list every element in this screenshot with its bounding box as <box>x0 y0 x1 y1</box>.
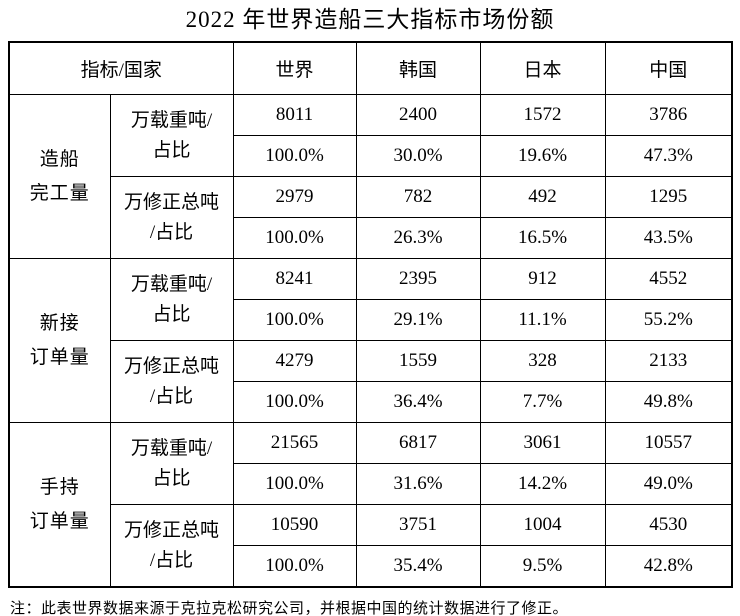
value-cell: 4530 <box>604 504 733 546</box>
sub-label-cgt: 万修正总吨 /占比 <box>109 504 234 588</box>
value-cell: 1572 <box>479 94 606 136</box>
share-cell: 14.2% <box>479 463 606 505</box>
sub-label-dwt: 万载重吨/ 占比 <box>109 258 234 341</box>
page-title: 2022 年世界造船三大指标市场份额 <box>185 7 555 32</box>
share-cell: 16.5% <box>479 217 606 259</box>
sub-label-cgt: 万修正总吨 /占比 <box>109 176 234 259</box>
sub-label-dwt: 万载重吨/ 占比 <box>109 422 234 505</box>
share-cell: 100.0% <box>232 299 357 341</box>
share-cell: 43.5% <box>604 217 733 259</box>
share-cell: 47.3% <box>604 135 733 177</box>
share-cell: 49.8% <box>604 381 733 423</box>
header-indicator-country: 指标/国家 <box>8 41 234 95</box>
table-row: 万修正总吨 /占比 2979 782 492 1295 <box>9 176 733 259</box>
share-cell: 29.1% <box>355 299 481 341</box>
table-row: 100.0% 35.4% 9.5% 42.8% <box>9 545 733 588</box>
value-cell: 2400 <box>355 94 481 136</box>
header-col-korea: 韩国 <box>355 41 481 95</box>
table-row: 万修正总吨 /占比 10590 3751 1004 4530 <box>9 504 733 588</box>
header-col-china: 中国 <box>604 41 733 95</box>
share-cell: 42.8% <box>604 545 733 588</box>
share-cell: 26.3% <box>355 217 481 259</box>
header-col-world: 世界 <box>232 41 357 95</box>
value-cell: 912 <box>479 258 606 300</box>
header-col-japan: 日本 <box>479 41 606 95</box>
share-cell: 31.6% <box>355 463 481 505</box>
value-cell: 2133 <box>604 340 733 382</box>
value-cell: 8241 <box>232 258 357 300</box>
value-cell: 3786 <box>604 94 733 136</box>
table-row: 100.0% 26.3% 16.5% 43.5% <box>9 217 733 259</box>
value-cell: 21565 <box>232 422 357 464</box>
table-row: 100.0% 36.4% 7.7% 49.8% <box>9 381 733 423</box>
value-cell: 1295 <box>604 176 733 218</box>
table-row: 造船 完工量 万载重吨/ 占比 8011 2400 1572 3786 <box>8 94 733 259</box>
share-cell: 19.6% <box>479 135 606 177</box>
share-cell: 9.5% <box>479 545 606 588</box>
value-cell: 2979 <box>232 176 357 218</box>
value-cell: 328 <box>479 340 606 382</box>
share-cell: 11.1% <box>479 299 606 341</box>
share-cell: 100.0% <box>232 135 357 177</box>
value-cell: 2395 <box>355 258 481 300</box>
value-cell: 3751 <box>355 504 481 546</box>
share-cell: 100.0% <box>232 463 357 505</box>
table-row: 100.0% 30.0% 19.6% 47.3% <box>9 135 733 177</box>
group-label-completions: 造船 完工量 <box>8 94 111 259</box>
shipbuilding-indicators-table: 指标/国家 世界 韩国 日本 中国 造船 完工量 万载重吨/ 占比 8011 2… <box>8 41 733 588</box>
value-cell: 10590 <box>232 504 357 546</box>
share-cell: 100.0% <box>232 217 357 259</box>
share-cell: 7.7% <box>479 381 606 423</box>
table-row: 手持 订单量 万载重吨/ 占比 21565 6817 3061 10557 <box>8 422 733 588</box>
value-cell: 4279 <box>232 340 357 382</box>
table-row: 新接 订单量 万载重吨/ 占比 8241 2395 912 4552 <box>8 258 733 423</box>
value-cell: 3061 <box>479 422 606 464</box>
header-row: 指标/国家 世界 韩国 日本 中国 <box>8 41 733 95</box>
table-row: 100.0% 29.1% 11.1% 55.2% <box>9 299 733 341</box>
value-cell: 492 <box>479 176 606 218</box>
value-cell: 1559 <box>355 340 481 382</box>
share-cell: 35.4% <box>355 545 481 588</box>
value-cell: 10557 <box>604 422 733 464</box>
table-row: 100.0% 31.6% 14.2% 49.0% <box>9 463 733 505</box>
table-row: 万修正总吨 /占比 4279 1559 328 2133 <box>9 340 733 423</box>
footnote: 注：此表世界数据来源于克拉克松研究公司，并根据中国的统计数据进行了修正。 <box>10 601 569 616</box>
sub-label-cgt: 万修正总吨 /占比 <box>109 340 234 423</box>
share-cell: 100.0% <box>232 381 357 423</box>
share-cell: 49.0% <box>604 463 733 505</box>
value-cell: 782 <box>355 176 481 218</box>
value-cell: 8011 <box>232 94 357 136</box>
share-cell: 36.4% <box>355 381 481 423</box>
value-cell: 4552 <box>604 258 733 300</box>
sub-label-dwt: 万载重吨/ 占比 <box>109 94 234 177</box>
value-cell: 6817 <box>355 422 481 464</box>
value-cell: 1004 <box>479 504 606 546</box>
share-cell: 100.0% <box>232 545 357 588</box>
group-label-new-orders: 新接 订单量 <box>8 258 111 423</box>
share-cell: 55.2% <box>604 299 733 341</box>
share-cell: 30.0% <box>355 135 481 177</box>
group-label-orderbook: 手持 订单量 <box>8 422 111 588</box>
